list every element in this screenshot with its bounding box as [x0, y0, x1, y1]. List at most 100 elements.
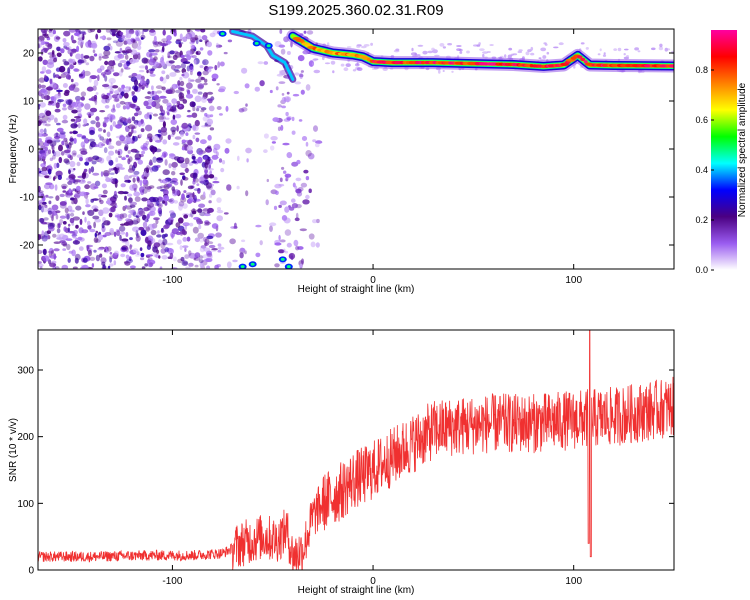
noise-spot	[456, 45, 462, 47]
noise-spot	[106, 92, 111, 96]
noise-spot	[112, 60, 116, 66]
noise-spot	[310, 241, 316, 248]
noise-spot	[314, 142, 320, 148]
noise-spot	[97, 29, 102, 33]
noise-spot	[119, 100, 126, 105]
noise-spot	[128, 156, 133, 163]
noise-spot	[197, 71, 202, 75]
noise-spot	[203, 213, 211, 217]
noise-spot	[112, 104, 116, 111]
noise-spot	[115, 163, 123, 169]
noise-spot	[38, 116, 41, 120]
noise-spot	[167, 55, 172, 59]
noise-spot	[162, 98, 169, 104]
noise-spot	[214, 264, 219, 269]
noise-spot	[90, 120, 96, 125]
noise-spot	[197, 91, 203, 95]
noise-spot	[212, 147, 218, 154]
noise-spot	[81, 33, 85, 41]
noise-spot	[152, 134, 159, 141]
noise-spot	[285, 111, 289, 117]
noise-spot	[206, 98, 213, 102]
noise-spot	[199, 39, 203, 42]
noise-spot	[148, 58, 156, 66]
noise-spot	[166, 35, 172, 41]
noise-spot	[186, 145, 194, 151]
noise-spot	[162, 178, 168, 184]
noise-spot	[263, 61, 269, 65]
noise-spot	[72, 240, 80, 245]
snr-xlabel: Height of straight line (km)	[298, 585, 415, 596]
noise-spot	[143, 176, 148, 180]
noise-spot	[61, 119, 69, 124]
noise-spot	[85, 204, 91, 208]
noise-spot	[141, 150, 146, 155]
noise-spot	[76, 161, 81, 167]
noise-spot	[162, 121, 166, 128]
noise-spot	[65, 238, 73, 242]
noise-spot	[120, 231, 126, 235]
noise-spot	[658, 46, 664, 51]
noise-spot	[295, 177, 302, 182]
noise-spot	[238, 108, 245, 113]
noise-spot	[241, 67, 248, 74]
noise-spot	[274, 239, 281, 245]
noise-spot	[179, 131, 185, 137]
noise-spot	[182, 36, 188, 42]
noise-spot	[108, 150, 115, 156]
noise-spot	[580, 42, 585, 45]
noise-spot	[96, 68, 102, 74]
noise-spot	[512, 53, 518, 56]
noise-spot	[146, 165, 150, 171]
noise-spot	[57, 222, 61, 229]
noise-spot	[281, 96, 287, 104]
noise-spot	[82, 257, 88, 263]
noise-spot	[145, 167, 150, 174]
noise-spot	[300, 70, 304, 73]
noise-spot	[176, 125, 179, 132]
noise-spot	[281, 215, 288, 221]
noise-spot	[115, 157, 119, 163]
noise-spot	[279, 200, 287, 206]
noise-spot	[255, 224, 262, 228]
noise-spot	[104, 118, 111, 122]
noise-spot	[83, 70, 91, 77]
noise-spot	[213, 176, 218, 181]
noise-spot	[121, 247, 127, 250]
noise-spot	[79, 148, 87, 153]
noise-spot	[200, 139, 207, 145]
noise-spot	[140, 229, 147, 236]
noise-spot	[70, 212, 75, 217]
noise-spot	[109, 29, 117, 36]
noise-spot	[56, 228, 61, 234]
noise-spot	[120, 68, 124, 73]
noise-spot	[119, 116, 124, 123]
noise-spot	[105, 29, 111, 33]
noise-spot	[270, 136, 278, 141]
noise-spot	[199, 246, 205, 253]
noise-spot	[186, 54, 192, 61]
noise-spot	[47, 226, 55, 232]
noise-spot	[59, 202, 67, 209]
noise-spot	[124, 54, 129, 60]
noise-spot	[45, 123, 51, 127]
noise-spot	[74, 192, 81, 198]
noise-spot	[69, 64, 74, 70]
noise-spot	[134, 196, 141, 202]
noise-spot	[91, 160, 97, 165]
noise-spot	[192, 180, 196, 185]
noise-spot	[115, 124, 122, 129]
noise-spot	[121, 157, 126, 161]
noise-spot	[149, 210, 156, 216]
noise-spot	[159, 266, 163, 269]
noise-spot	[75, 95, 82, 101]
noise-spot	[263, 133, 269, 139]
noise-spot	[57, 99, 64, 103]
noise-spot	[39, 201, 45, 209]
noise-spot	[146, 78, 150, 85]
noise-spot	[124, 195, 127, 201]
noise-spot	[176, 100, 181, 105]
noise-spot	[58, 156, 63, 164]
noise-spot	[84, 216, 87, 223]
noise-spot	[194, 95, 202, 103]
